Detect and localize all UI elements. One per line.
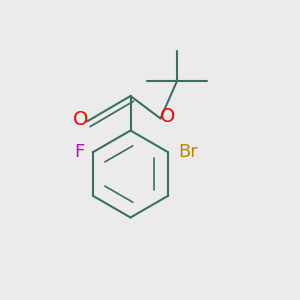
Text: Br: Br	[178, 143, 197, 161]
Text: F: F	[74, 143, 85, 161]
Text: O: O	[159, 106, 175, 126]
Text: O: O	[73, 110, 88, 129]
